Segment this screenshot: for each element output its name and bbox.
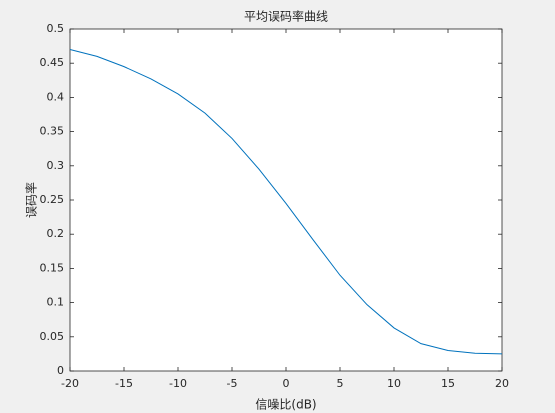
- x-tick-label: 10: [387, 377, 401, 390]
- y-tick-label: 0.3: [47, 159, 65, 172]
- y-tick-label: 0.5: [47, 22, 65, 35]
- x-tick-label: -20: [61, 377, 79, 390]
- x-tick-label: 20: [495, 377, 509, 390]
- x-axis-label: 信噪比(dB): [255, 398, 316, 412]
- line-series: [69, 49, 503, 355]
- y-tick-label: 0.25: [40, 193, 65, 206]
- x-tick-label: 0: [283, 377, 290, 390]
- y-tick-label: 0.05: [40, 330, 65, 343]
- x-tick-label: 15: [441, 377, 455, 390]
- y-tick-label: 0.1: [47, 296, 65, 309]
- y-tick-label: 0.4: [47, 90, 65, 103]
- y-axis-label: 误码率: [24, 182, 39, 218]
- y-tick-label: 0: [57, 364, 64, 377]
- y-tick-label: 0.2: [47, 227, 65, 240]
- x-tick-label: -10: [169, 377, 187, 390]
- x-tick-label: 5: [337, 377, 344, 390]
- chart-title: 平均误码率曲线: [244, 9, 328, 24]
- y-tick-label: 0.15: [40, 261, 65, 274]
- x-tick-label: -5: [227, 377, 238, 390]
- plot-area: [69, 28, 503, 372]
- y-tick-label: 0.45: [40, 56, 65, 69]
- x-tick-label: -15: [115, 377, 133, 390]
- y-tick-label: 0.35: [40, 125, 65, 138]
